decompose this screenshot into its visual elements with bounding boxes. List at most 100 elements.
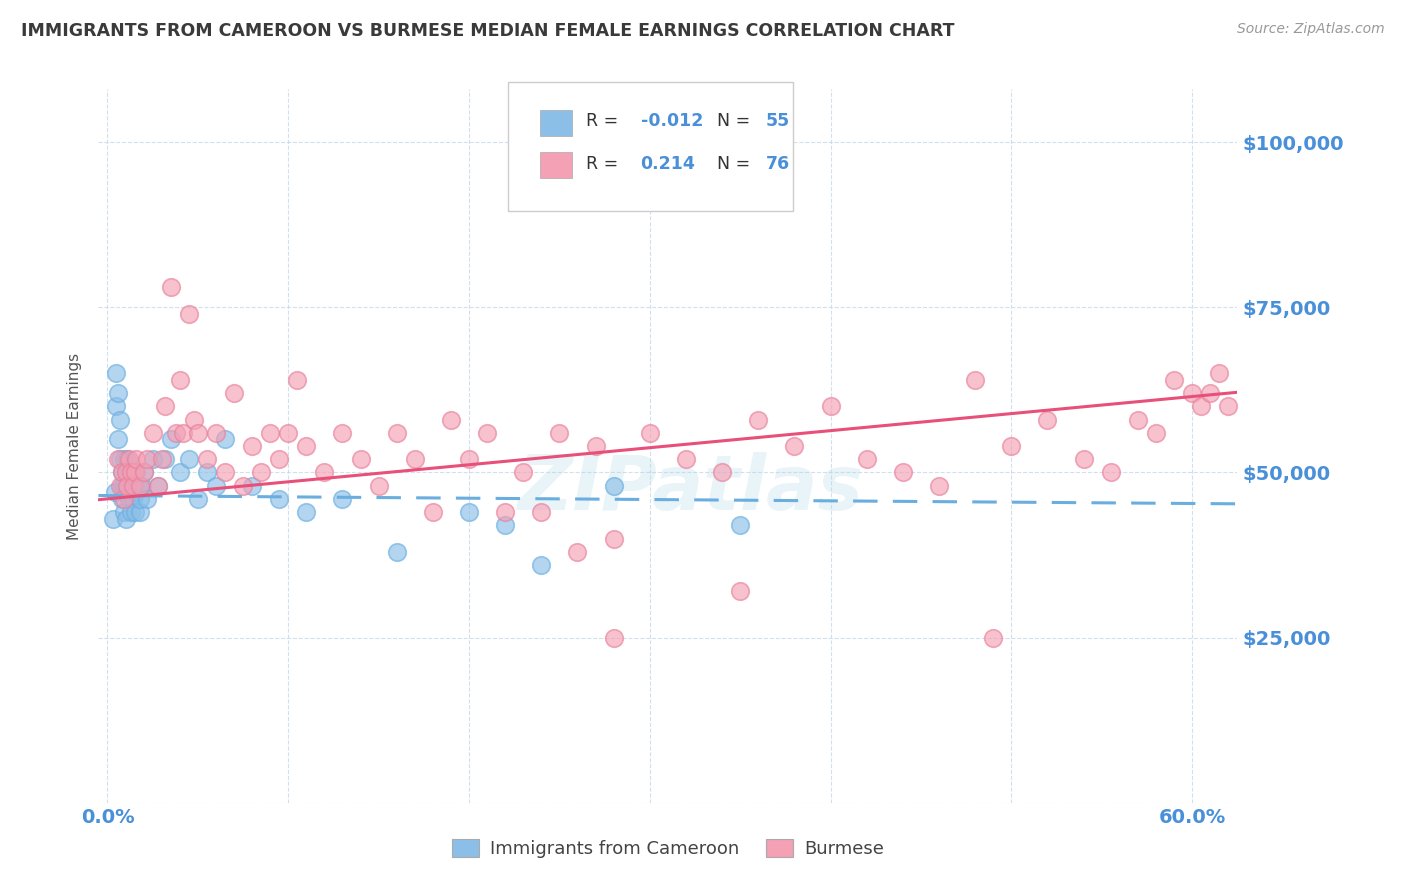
- Point: [187, 491, 209, 506]
- Point: [494, 518, 516, 533]
- Point: [112, 505, 135, 519]
- Point: [121, 478, 143, 492]
- Point: [1144, 425, 1167, 440]
- Text: Source: ZipAtlas.com: Source: ZipAtlas.com: [1237, 22, 1385, 37]
- Point: [404, 452, 426, 467]
- Legend: Immigrants from Cameroon, Burmese: Immigrants from Cameroon, Burmese: [444, 831, 891, 865]
- Point: [155, 452, 177, 467]
- Point: [295, 439, 318, 453]
- Point: [602, 631, 624, 645]
- Point: [250, 466, 273, 480]
- Point: [125, 466, 148, 480]
- Point: [114, 511, 136, 525]
- Point: [965, 373, 987, 387]
- Point: [114, 466, 136, 480]
- Text: -0.012: -0.012: [641, 112, 703, 130]
- Point: [367, 478, 389, 492]
- Point: [124, 505, 146, 519]
- Point: [1189, 400, 1212, 414]
- Point: [747, 412, 769, 426]
- Text: 76: 76: [766, 154, 790, 173]
- Text: N =: N =: [717, 154, 755, 173]
- Point: [1208, 367, 1230, 381]
- Point: [783, 439, 806, 453]
- Point: [548, 425, 571, 440]
- Point: [169, 373, 191, 387]
- Point: [195, 452, 218, 467]
- Point: [118, 491, 141, 506]
- Point: [855, 452, 877, 467]
- Point: [183, 412, 205, 426]
- Point: [129, 478, 152, 492]
- Point: [124, 466, 146, 480]
- Point: [240, 439, 263, 453]
- Point: [332, 425, 354, 440]
- Point: [127, 478, 149, 492]
- Point: [114, 485, 136, 500]
- Point: [146, 478, 169, 492]
- Point: [1000, 439, 1022, 453]
- Point: [124, 478, 146, 492]
- Point: [728, 518, 751, 533]
- Point: [165, 425, 187, 440]
- Point: [172, 425, 194, 440]
- Point: [422, 505, 444, 519]
- Point: [117, 478, 139, 492]
- Point: [458, 505, 481, 519]
- Point: [142, 452, 165, 467]
- Point: [314, 466, 336, 480]
- Point: [214, 466, 236, 480]
- Point: [222, 386, 245, 401]
- Point: [108, 452, 131, 467]
- Point: [136, 491, 159, 506]
- Point: [112, 478, 135, 492]
- Point: [1218, 400, 1240, 414]
- Point: [132, 466, 155, 480]
- Point: [530, 558, 553, 572]
- Point: [494, 505, 516, 519]
- Point: [205, 425, 228, 440]
- Point: [117, 478, 139, 492]
- Point: [1099, 466, 1122, 480]
- Point: [107, 433, 129, 447]
- Point: [820, 400, 842, 414]
- Point: [1199, 386, 1222, 401]
- Point: [295, 505, 318, 519]
- Point: [159, 433, 181, 447]
- Point: [125, 485, 148, 500]
- Point: [118, 452, 141, 467]
- Point: [602, 478, 624, 492]
- Point: [981, 631, 1004, 645]
- Point: [105, 367, 128, 381]
- Point: [155, 400, 177, 414]
- Point: [512, 466, 534, 480]
- Point: [585, 439, 607, 453]
- Point: [638, 425, 661, 440]
- Text: R =: R =: [586, 112, 624, 130]
- Point: [169, 466, 191, 480]
- Text: 0.214: 0.214: [641, 154, 696, 173]
- Point: [131, 478, 153, 492]
- Point: [150, 452, 173, 467]
- Point: [117, 452, 139, 467]
- Point: [1036, 412, 1059, 426]
- Point: [269, 491, 291, 506]
- Point: [440, 412, 463, 426]
- Point: [111, 491, 134, 506]
- Point: [120, 466, 142, 480]
- Point: [146, 478, 169, 492]
- Point: [187, 425, 209, 440]
- Text: R =: R =: [586, 154, 628, 173]
- Point: [132, 466, 155, 480]
- Point: [159, 280, 181, 294]
- Point: [111, 478, 134, 492]
- Point: [107, 452, 129, 467]
- Point: [142, 425, 165, 440]
- Text: IMMIGRANTS FROM CAMEROON VS BURMESE MEDIAN FEMALE EARNINGS CORRELATION CHART: IMMIGRANTS FROM CAMEROON VS BURMESE MEDI…: [21, 22, 955, 40]
- Point: [214, 433, 236, 447]
- Point: [111, 466, 134, 480]
- Point: [125, 452, 148, 467]
- Point: [285, 373, 308, 387]
- Point: [891, 466, 914, 480]
- Point: [108, 478, 131, 492]
